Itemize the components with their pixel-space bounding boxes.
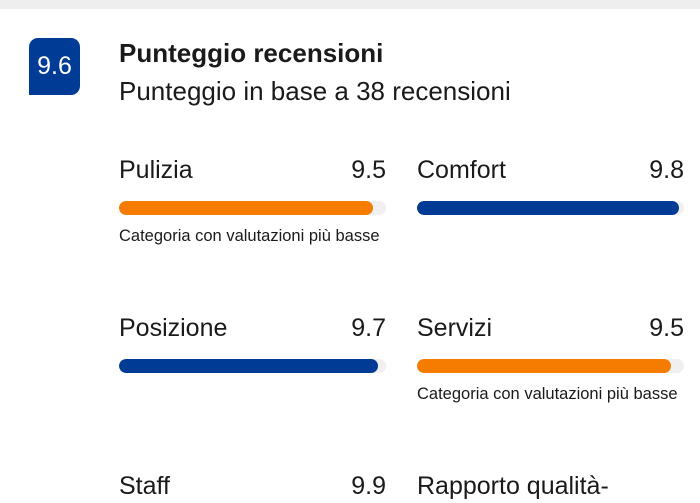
review-count-subtitle: Punteggio in base a 38 recensioni (119, 76, 511, 106)
score-bar-fill (417, 201, 679, 215)
lowest-category-note: Categoria con valutazioni più basse (119, 227, 380, 245)
category-label: Servizi (417, 314, 493, 342)
category-score: 9.5 (649, 314, 684, 342)
score-bar-track (417, 201, 684, 215)
category-label: Comfort (417, 156, 506, 184)
category-score: 9.7 (351, 314, 386, 342)
category-rapporto-qualita: Rapporto qualità- (417, 469, 684, 503)
category-label: Staff (119, 472, 170, 500)
category-pulizia: Pulizia 9.5 Categoria con valutazioni pi… (119, 153, 386, 247)
category-label: Pulizia (119, 156, 193, 184)
category-score: 9.8 (649, 156, 684, 184)
category-comfort: Comfort 9.8 (417, 153, 684, 215)
overall-score-badge: 9.6 (29, 38, 80, 95)
score-bar-track (119, 359, 386, 373)
category-label: Rapporto qualità- (417, 472, 609, 500)
category-servizi: Servizi 9.5 Categoria con valutazioni pi… (417, 311, 684, 405)
lowest-category-note: Categoria con valutazioni più basse (417, 385, 678, 403)
category-label: Posizione (119, 314, 228, 342)
category-posizione: Posizione 9.7 (119, 311, 386, 373)
top-divider (0, 0, 700, 9)
category-score: 9.5 (351, 156, 386, 184)
category-staff: Staff 9.9 (119, 469, 386, 503)
score-bar-fill (417, 359, 671, 373)
score-bar-fill (119, 201, 373, 215)
category-score: 9.9 (351, 472, 386, 500)
score-bar-fill (119, 359, 378, 373)
score-bar-track (119, 201, 386, 215)
review-score-title: Punteggio recensioni (119, 38, 384, 68)
score-bar-track (417, 359, 684, 373)
